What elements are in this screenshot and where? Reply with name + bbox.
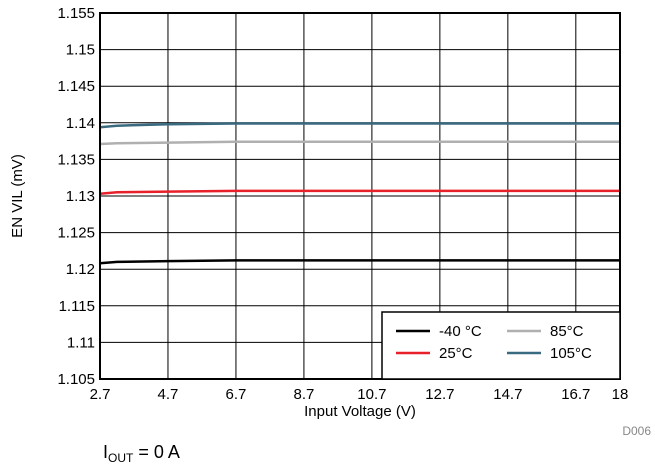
- test-condition: IOUT = 0 A: [103, 442, 180, 465]
- x-tick-label: 6.7: [226, 386, 247, 403]
- y-tick-label: 1.145: [57, 78, 95, 95]
- series-line: [99, 189, 620, 196]
- condition-symbol: I: [103, 442, 109, 462]
- figure-tag: D006: [622, 424, 651, 438]
- x-tick-label: 2.7: [90, 386, 111, 403]
- y-tick-label: 1.12: [66, 261, 95, 278]
- y-tick-label: 1.105: [57, 371, 95, 388]
- legend-label: 85°C: [550, 323, 584, 340]
- y-tick-label: 1.11: [67, 334, 95, 351]
- series-lines: [99, 122, 620, 265]
- y-tick-label: 1.15: [66, 42, 95, 59]
- series-line: [99, 122, 620, 129]
- legend-box: [381, 311, 621, 380]
- x-tick-label: 10.7: [357, 386, 386, 403]
- x-tick-label: 16.7: [561, 386, 590, 403]
- y-axis-label: EN VIL (mV): [9, 154, 26, 238]
- condition-subscript: OUT: [108, 451, 134, 465]
- x-tick-label: 14.7: [493, 386, 522, 403]
- plot-frame: [99, 12, 621, 380]
- x-tick-label: 4.7: [158, 386, 179, 403]
- x-axis-ticks: 2.7 4.7 6.7 8.7 10.7 12.7 14.7 16.7 18: [90, 386, 629, 403]
- y-tick-label: 1.13: [66, 188, 95, 205]
- y-tick-label: 1.155: [57, 5, 95, 22]
- x-tick-label: 18: [612, 386, 629, 403]
- condition-value: = 0 A: [133, 442, 180, 462]
- y-tick-label: 1.125: [57, 225, 95, 242]
- x-tick-label: 12.7: [425, 386, 454, 403]
- series-line: [99, 259, 620, 265]
- y-tick-label: 1.115: [59, 298, 95, 315]
- legend-label: 25°C: [439, 345, 473, 362]
- y-axis-ticks: 1.105 1.11 1.115 1.12 1.125 1.13 1.135 1.14 1.14…: [57, 5, 95, 388]
- y-tick-label: 1.135: [57, 151, 95, 168]
- legend-label: -40 °C: [439, 323, 482, 340]
- legend: -40 °C 85°C 25°C 105°C: [381, 311, 621, 380]
- legend-label: 105°C: [550, 345, 592, 362]
- x-tick-label: 8.7: [293, 386, 314, 403]
- y-tick-label: 1.14: [66, 115, 95, 132]
- series-line: [99, 140, 620, 146]
- x-axis-label: Input Voltage (V): [304, 403, 416, 420]
